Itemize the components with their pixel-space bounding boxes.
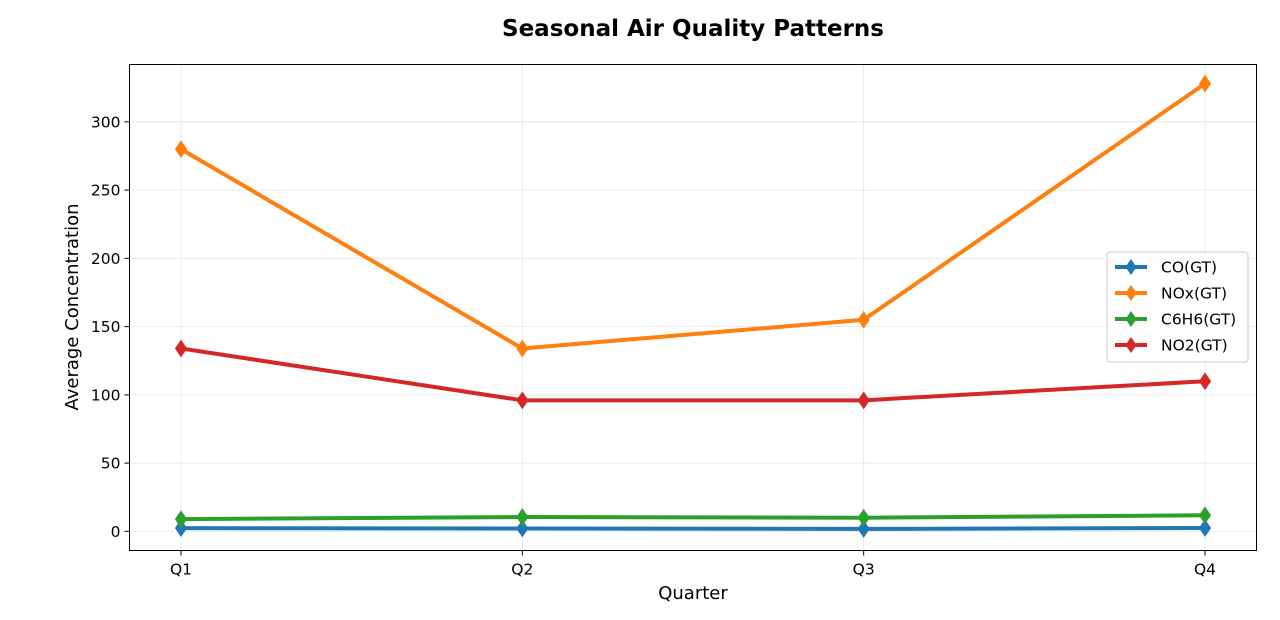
plot-area xyxy=(129,64,1257,551)
data-point-marker xyxy=(174,510,188,528)
legend-label: CO(GT) xyxy=(1161,259,1217,277)
data-point-marker xyxy=(1198,372,1212,391)
series-line xyxy=(179,81,1207,351)
legend: CO(GT) NOx(GT) C6H6(GT) NO2(GT) xyxy=(1106,251,1249,363)
x-tick-label: Q2 xyxy=(511,561,533,579)
series-nox-gt xyxy=(174,74,1212,358)
x-axis-label: Quarter xyxy=(658,583,728,604)
y-tick-label: 150 xyxy=(91,318,121,336)
grid xyxy=(129,64,1257,551)
data-point-marker xyxy=(1198,506,1212,525)
data-point-marker xyxy=(516,339,529,358)
data-point-marker xyxy=(857,310,870,329)
legend-label: NOx(GT) xyxy=(1161,285,1227,303)
legend-swatch-marker xyxy=(1125,285,1137,301)
legend-swatch-marker xyxy=(1125,259,1137,275)
x-tick-label: Q3 xyxy=(853,561,875,579)
chart-title: Seasonal Air Quality Patterns xyxy=(502,16,884,42)
legend-item: NO2(GT) xyxy=(1115,337,1228,355)
y-tick-label: 0 xyxy=(111,523,121,541)
data-point-marker xyxy=(516,391,529,410)
y-tick-label: 100 xyxy=(91,386,121,404)
data-point-marker xyxy=(516,519,529,538)
legend-label: NO2(GT) xyxy=(1161,337,1228,355)
x-tick-label: Q4 xyxy=(1194,561,1216,579)
series-group xyxy=(174,74,1212,538)
data-point-marker xyxy=(174,140,188,159)
x-tick-label: Q1 xyxy=(170,561,192,579)
series-line xyxy=(179,525,1207,531)
series-line xyxy=(179,346,1207,403)
data-point-marker xyxy=(1198,74,1212,93)
legend-item: NOx(GT) xyxy=(1115,285,1227,303)
y-tick-label: 200 xyxy=(91,250,121,268)
series-c6h6-gt xyxy=(174,506,1212,528)
axis-ticks: Q1 Q2 Q3 Q4 0 50 100 150 200 250 300 xyxy=(91,113,1216,578)
data-point-marker xyxy=(857,508,870,527)
legend-box xyxy=(1106,251,1249,363)
data-point-marker xyxy=(174,519,188,537)
y-tick-label: 300 xyxy=(91,113,121,131)
data-point-marker xyxy=(857,391,870,410)
series-co-gt xyxy=(174,519,1212,538)
legend-item: CO(GT) xyxy=(1115,259,1217,277)
legend-swatch-marker xyxy=(1125,337,1137,353)
series-no2-gt xyxy=(174,339,1212,410)
data-point-marker xyxy=(516,508,529,526)
data-point-marker xyxy=(857,520,870,538)
y-tick-label: 50 xyxy=(101,455,121,473)
data-point-marker xyxy=(174,339,188,358)
series-line xyxy=(179,513,1207,522)
y-tick-label: 250 xyxy=(91,182,121,200)
data-point-marker xyxy=(1198,519,1212,537)
legend-label: C6H6(GT) xyxy=(1161,311,1236,329)
legend-swatch-marker xyxy=(1125,311,1137,327)
legend-item: C6H6(GT) xyxy=(1115,311,1236,329)
y-axis-label: Average Concentration xyxy=(62,204,83,411)
